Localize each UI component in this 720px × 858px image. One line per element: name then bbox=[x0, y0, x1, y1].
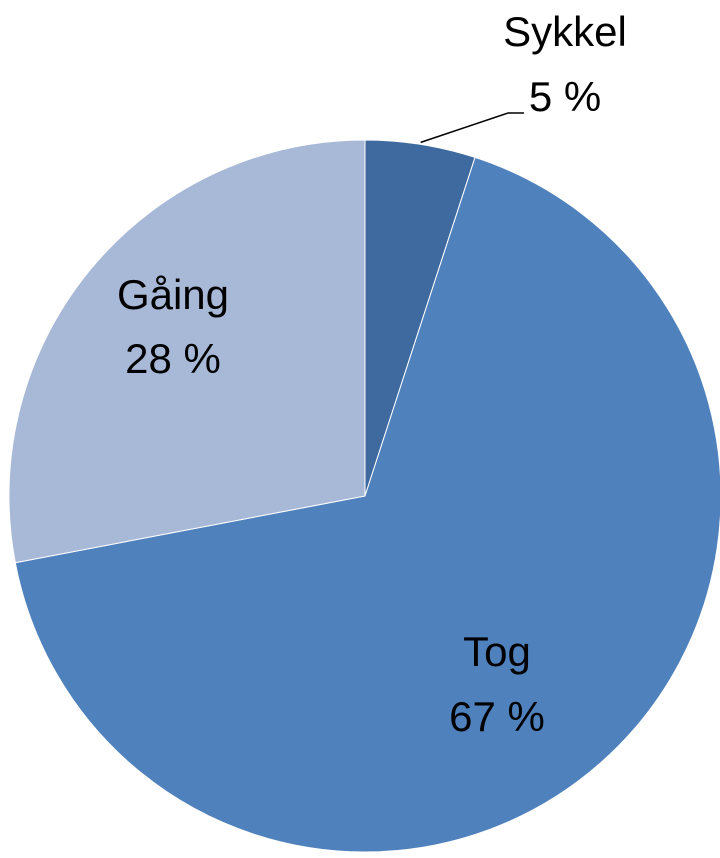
leader-line bbox=[420, 112, 524, 144]
pie-slice bbox=[8, 139, 366, 564]
value-label: 5 % bbox=[529, 73, 601, 120]
category-label: Tog bbox=[463, 628, 531, 675]
value-label: 28 % bbox=[125, 335, 221, 382]
category-label: Gåing bbox=[117, 271, 229, 318]
category-label: Sykkel bbox=[503, 8, 627, 55]
pie-slice bbox=[14, 156, 720, 853]
value-label: 67 % bbox=[449, 693, 545, 740]
